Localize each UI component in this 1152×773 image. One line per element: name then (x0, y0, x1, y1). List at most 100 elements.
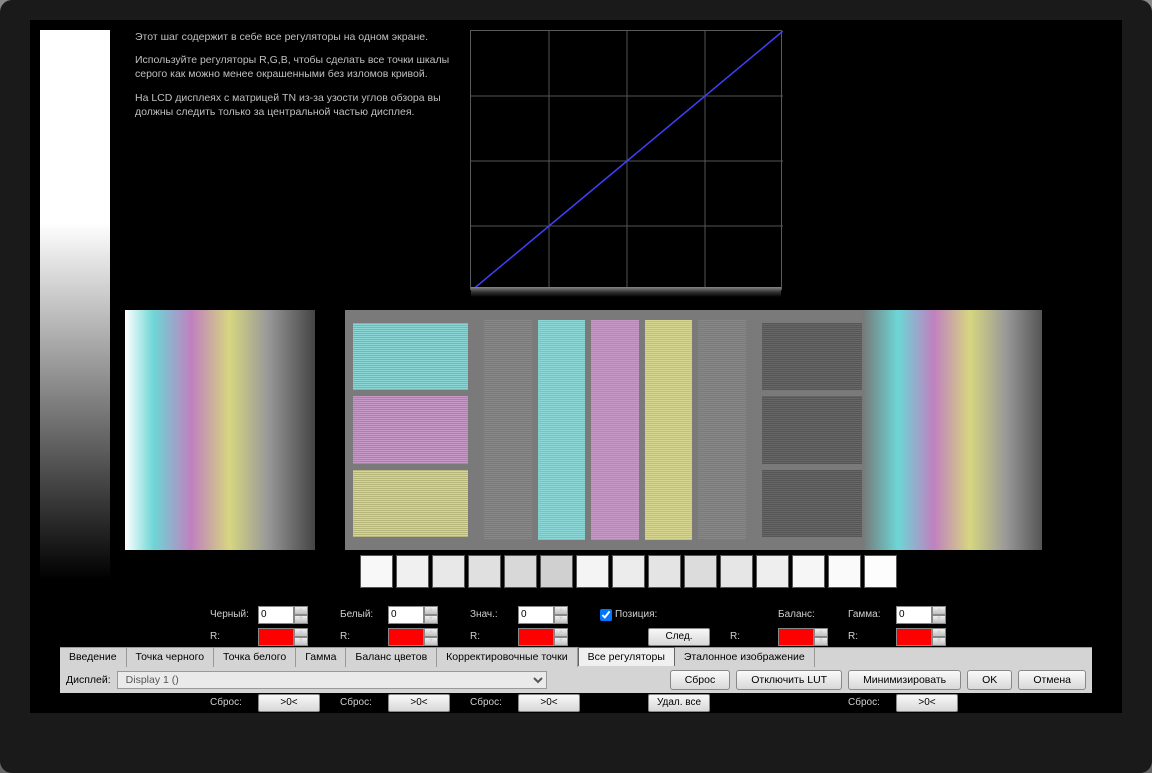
spin-up-icon[interactable]: ▲ (294, 628, 308, 637)
tab-эталонное-изображение[interactable]: Эталонное изображение (675, 648, 815, 667)
pattern-block (353, 323, 468, 390)
swatch[interactable] (648, 555, 681, 588)
minimize-button[interactable]: Минимизировать (848, 670, 961, 690)
spin-down-icon[interactable]: ▼ (814, 637, 828, 646)
next-button[interactable]: След. (648, 628, 710, 646)
field-label: Сброс: (848, 697, 896, 708)
value-spinner-input[interactable] (518, 606, 554, 624)
swatch[interactable] (684, 555, 717, 588)
swatch[interactable] (792, 555, 825, 588)
swatch[interactable] (540, 555, 573, 588)
swatch[interactable] (720, 555, 753, 588)
tab-баланс-цветов[interactable]: Баланс цветов (346, 648, 437, 667)
white-spinner[interactable]: ▲▼ (388, 606, 438, 624)
swatch[interactable] (360, 555, 393, 588)
field-label: R: (470, 631, 518, 642)
delete-all-button[interactable]: Удал. все (648, 694, 710, 712)
ok-button[interactable]: OK (967, 670, 1012, 690)
tab-точка-черного[interactable]: Точка черного (127, 648, 214, 667)
gamma-spinner-input[interactable] (896, 606, 932, 624)
white-r-input[interactable] (388, 628, 424, 646)
spin-down-icon[interactable]: ▼ (424, 637, 438, 646)
swatch[interactable] (864, 555, 897, 588)
swatch[interactable] (828, 555, 861, 588)
field-label: Гамма: (848, 609, 896, 620)
balance-r[interactable]: ▲▼ (778, 628, 828, 646)
value-r[interactable]: ▲▼ (518, 628, 568, 646)
spin-down-icon[interactable]: ▼ (932, 637, 946, 646)
swatch[interactable] (576, 555, 609, 588)
value-r-input[interactable] (518, 628, 554, 646)
spin-up-icon[interactable]: ▲ (424, 628, 438, 637)
spin-up-icon[interactable]: ▲ (294, 606, 308, 615)
white-spinner-input[interactable] (388, 606, 424, 624)
spin-down-icon[interactable]: ▼ (294, 615, 308, 624)
pattern-bar (591, 320, 638, 540)
vertical-gradient (40, 30, 110, 580)
spin-up-icon[interactable]: ▲ (932, 606, 946, 615)
spin-up-icon[interactable]: ▲ (932, 628, 946, 637)
cancel-button[interactable]: Отмена (1018, 670, 1086, 690)
test-pattern-left (125, 310, 315, 550)
field-label: Сброс: (470, 697, 518, 708)
value-spinner[interactable]: ▲▼ (518, 606, 568, 624)
swatch[interactable] (432, 555, 465, 588)
spin-up-icon[interactable]: ▲ (424, 606, 438, 615)
black-reset-button[interactable]: >0< (258, 694, 320, 712)
swatch[interactable] (396, 555, 429, 588)
swatch[interactable] (468, 555, 501, 588)
tab-bar: ВведениеТочка черногоТочка белогоГаммаБа… (60, 647, 1092, 667)
reset-button[interactable]: Сброс (670, 670, 731, 690)
disable-lut-button[interactable]: Отключить LUT (736, 670, 842, 690)
spin-down-icon[interactable]: ▼ (554, 615, 568, 624)
pattern-block (762, 396, 877, 463)
desc-p3: На LCD дисплеях с матрицей TN из-за узос… (135, 91, 465, 119)
value-reset-button[interactable]: >0< (518, 694, 580, 712)
spin-up-icon[interactable]: ▲ (554, 628, 568, 637)
desc-p2: Используйте регуляторы R,G,B, чтобы сдел… (135, 53, 465, 81)
white-r[interactable]: ▲▼ (388, 628, 438, 646)
desc-p1: Этот шаг содержит в себе все регуляторы … (135, 30, 465, 44)
spin-down-icon[interactable]: ▼ (932, 615, 946, 624)
black-spinner-input[interactable] (258, 606, 294, 624)
field-label: R: (848, 631, 896, 642)
field-label: R: (210, 631, 258, 642)
black-spinner[interactable]: ▲▼ (258, 606, 308, 624)
group-header: Баланс: (778, 609, 815, 620)
black-r[interactable]: ▲▼ (258, 628, 308, 646)
description-text: Этот шаг содержит в себе все регуляторы … (135, 30, 465, 128)
field-label: Белый: (340, 609, 388, 620)
gamma-reset-button[interactable]: >0< (896, 694, 958, 712)
black-r-input[interactable] (258, 628, 294, 646)
swatch[interactable] (504, 555, 537, 588)
tab-гамма[interactable]: Гамма (296, 648, 346, 667)
field-label: Сброс: (340, 697, 388, 708)
field-label: Знач.: (470, 609, 518, 620)
gamma-curve-chart (470, 30, 782, 290)
swatch[interactable] (756, 555, 789, 588)
spin-up-icon[interactable]: ▲ (814, 628, 828, 637)
pattern-bar (645, 320, 692, 540)
bottom-bar: Дисплей: Display 1 () Сброс Отключить LU… (60, 667, 1092, 693)
position-checkbox[interactable] (600, 609, 612, 621)
spin-up-icon[interactable]: ▲ (554, 606, 568, 615)
spin-down-icon[interactable]: ▼ (424, 615, 438, 624)
pattern-bar (484, 320, 531, 540)
balance-r-input[interactable] (778, 628, 814, 646)
tab-все-регуляторы[interactable]: Все регуляторы (578, 647, 675, 666)
tab-точка-белого[interactable]: Точка белого (214, 648, 296, 667)
tab-корректировочные-точки[interactable]: Корректировочные точки (437, 648, 577, 667)
spin-down-icon[interactable]: ▼ (554, 637, 568, 646)
white-reset-button[interactable]: >0< (388, 694, 450, 712)
tab-введение[interactable]: Введение (60, 648, 127, 667)
position-label: Позиция: (615, 609, 657, 620)
field-label: Сброс: (210, 697, 258, 708)
display-select[interactable]: Display 1 () (117, 671, 547, 689)
gamma-r-input[interactable] (896, 628, 932, 646)
spin-down-icon[interactable]: ▼ (294, 637, 308, 646)
curve-svg (471, 31, 783, 291)
grayscale-swatches (360, 555, 897, 588)
swatch[interactable] (612, 555, 645, 588)
gamma-r[interactable]: ▲▼ (896, 628, 946, 646)
gamma-spinner[interactable]: ▲▼ (896, 606, 946, 624)
